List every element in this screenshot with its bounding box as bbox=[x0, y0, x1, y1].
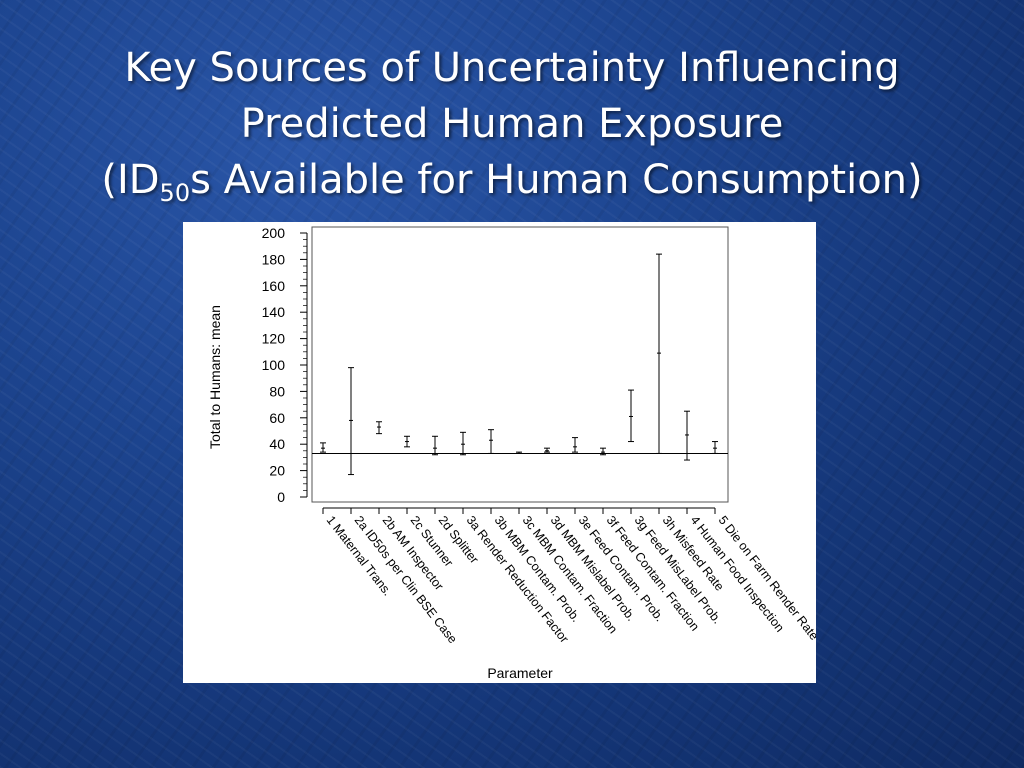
slide-title: Key Sources of Uncertainty Influencing P… bbox=[0, 40, 1024, 208]
y-tick-label: 180 bbox=[262, 251, 286, 267]
chart-panel: 0 20 40 60 80 100 120 140 160 180 200 Total to Huma… bbox=[183, 222, 816, 683]
y-tick-label: 60 bbox=[269, 410, 285, 426]
title-line-3-suffix: s Available for Human Consumption) bbox=[190, 157, 923, 203]
y-tick-label: 160 bbox=[262, 278, 286, 294]
title-line-3: (ID50s Available for Human Consumption) bbox=[0, 152, 1024, 208]
y-axis-label: Total to Humans: mean bbox=[207, 305, 223, 449]
y-tick-label: 120 bbox=[262, 331, 286, 347]
y-tick-label: 20 bbox=[269, 463, 285, 479]
title-line-1: Key Sources of Uncertainty Influencing bbox=[124, 45, 900, 91]
x-tick-label: 5 Die on Farm Render Rate bbox=[716, 513, 816, 643]
error-bar-chart: 0 20 40 60 80 100 120 140 160 180 200 Total to Huma… bbox=[207, 225, 816, 681]
title-line-3-prefix: (ID bbox=[101, 157, 160, 203]
x-axis-label: Parameter bbox=[487, 665, 553, 681]
title-subscript: 50 bbox=[159, 179, 191, 207]
y-tick-label: 140 bbox=[262, 304, 286, 320]
y-tick-label: 80 bbox=[269, 383, 285, 399]
title-line-2: Predicted Human Exposure bbox=[240, 101, 784, 147]
y-tick-label: 100 bbox=[262, 357, 286, 373]
y-tick-label: 40 bbox=[269, 436, 285, 452]
plot-frame bbox=[311, 226, 729, 503]
y-tick-label: 200 bbox=[262, 225, 286, 241]
y-tick-label: 0 bbox=[277, 489, 285, 505]
